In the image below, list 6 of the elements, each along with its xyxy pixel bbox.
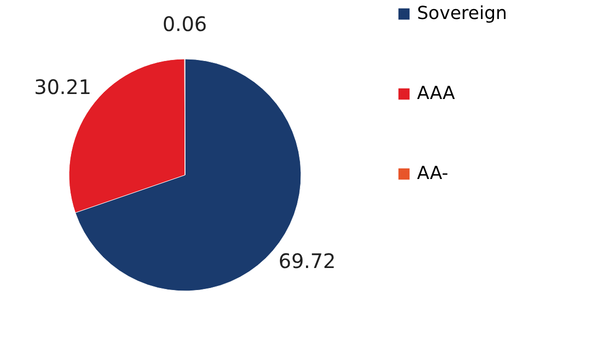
data-label: 0.06 (162, 12, 207, 36)
data-label: 69.72 (278, 249, 336, 274)
legend-label: AA- (417, 163, 448, 184)
data-label: 30.21 (34, 75, 92, 100)
legend-label: Sovereign (417, 3, 508, 24)
legend-label: AAA (417, 83, 456, 104)
